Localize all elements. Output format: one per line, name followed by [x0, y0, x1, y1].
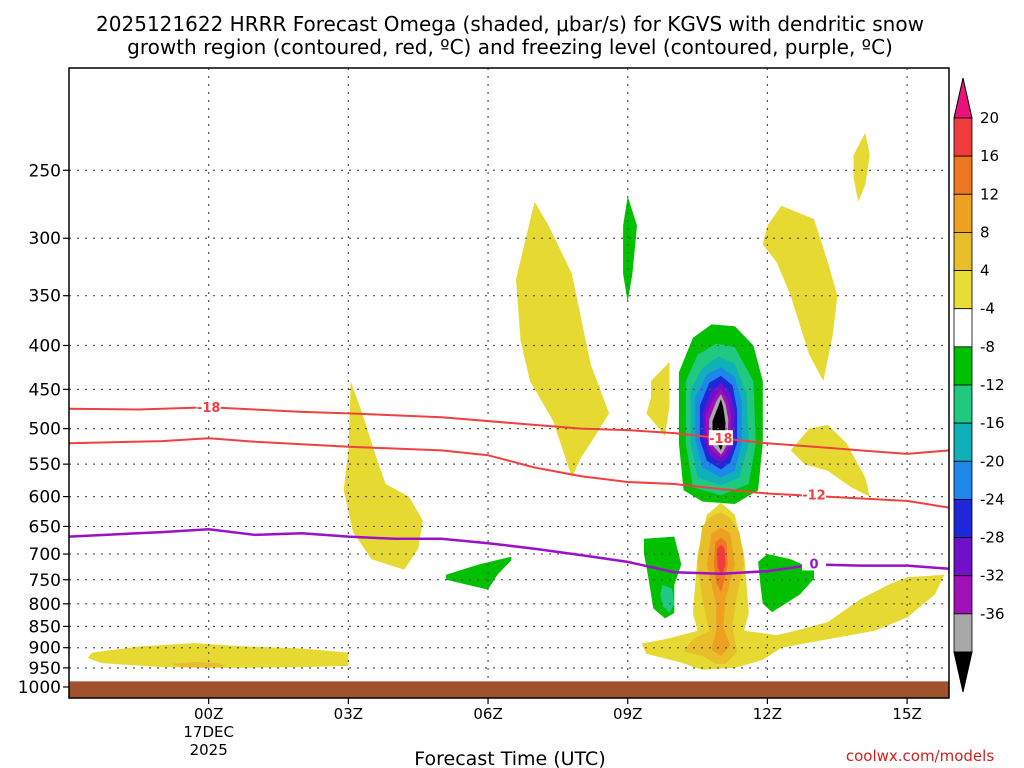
y-tick-label-250: 250: [29, 161, 61, 181]
isotherm-minus18-label-2: -18: [708, 430, 733, 447]
freezing-level-label: 0: [801, 555, 826, 573]
y-tick-label-950: 950: [29, 659, 61, 679]
y-tick-label-600: 600: [29, 488, 61, 508]
omega-rising-8-low-left: [171, 661, 228, 668]
omega-rising-4-top-right: [853, 132, 870, 202]
colorbar-swatch-5: [953, 270, 973, 310]
colorbar-label-6: -8: [980, 338, 995, 356]
colorbar-swatch-3: [953, 193, 973, 233]
omega-rising-4-0715z: [516, 201, 610, 478]
omega-sinking-4-0530z: [446, 556, 512, 590]
y-tick-label-750: 750: [29, 571, 61, 591]
colorbar-label-2: 12: [980, 185, 999, 203]
omega-rising-4-mid-03z: [343, 381, 423, 570]
omega-sinking-8-0950z: [660, 584, 675, 613]
isotherm-minus12-label-text: -12: [802, 489, 826, 504]
colorbar-label-8: -16: [980, 414, 1005, 432]
temperature-contours: -18 -18 -12 0: [68, 399, 950, 575]
isotherm-minus18-label-text: -18: [197, 401, 221, 416]
y-tick-label-300: 300: [29, 229, 61, 249]
colorbar-swatch-11: [953, 499, 973, 538]
x-axis-title: Forecast Time (UTC): [414, 748, 605, 768]
omega-sinking-4-09z-upper: [623, 196, 637, 302]
omega-rising-4-low-left: [87, 643, 349, 668]
isotherm-minus18-label-2-text: -18: [709, 432, 733, 447]
y-tick-label-350: 350: [29, 287, 61, 307]
omega-rising-4-upper-right: [762, 205, 838, 381]
terrain-ground: [69, 681, 949, 698]
x-tick-label-00Z: 00Z: [194, 705, 223, 723]
colorbar-swatch-7: [953, 346, 973, 386]
isotherm-minus18-label: -18: [196, 399, 221, 416]
colorbar-swatch-13: [953, 575, 973, 615]
chart-title-line1: 2025121622 HRRR Forecast Omega (shaded, …: [96, 12, 924, 36]
colorbar-swatch-2: [953, 155, 973, 195]
x-date-label-year: 2025: [190, 741, 228, 759]
y-tick-label-800: 800: [29, 595, 61, 615]
colorbar-label-12: -32: [980, 567, 1005, 585]
colorbar-swatch-10: [953, 460, 973, 500]
colorbar-swatch-14: [953, 613, 973, 653]
colorbar-label-10: -24: [980, 490, 1005, 508]
freezing-level-label-bg: [801, 555, 826, 571]
freezing-level-label-text: 0: [809, 558, 818, 573]
chart-title-line2: growth region (contoured, red, ºC) and f…: [127, 35, 893, 59]
y-tick-label-550: 550: [29, 455, 61, 475]
colorbar-swatch-6: [953, 308, 973, 348]
credit-text: coolwx.com/models: [846, 747, 994, 765]
colorbar-label-5: -4: [980, 300, 995, 318]
x-tick-label-15Z: 15Z: [892, 705, 921, 723]
plot-frame: [68, 67, 950, 699]
y-tick-label-700: 700: [29, 545, 61, 565]
colorbar-label-4: 4: [980, 262, 990, 280]
omega-sinking-4-1230z: [758, 554, 814, 613]
isotherm-minus18-line: [68, 406, 950, 455]
isotherm-minus18-label-2-bg: [708, 430, 733, 446]
x-tick-label-09Z: 09Z: [613, 705, 642, 723]
colorbar-label-0: 20: [980, 109, 999, 127]
y-tick-label-850: 850: [29, 617, 61, 637]
colorbar-swatch-12: [953, 537, 973, 577]
isotherm-minus12-label: -12: [801, 486, 826, 504]
colorbar-label-7: -12: [980, 376, 1005, 394]
colorbar-label-3: 8: [980, 223, 990, 241]
x-date-label-day: 17DEC: [183, 723, 234, 741]
colorbar-label-9: -20: [980, 452, 1005, 470]
terrain: [69, 681, 949, 698]
colorbar-label-1: 16: [980, 147, 999, 165]
colorbar-swatch-8: [953, 384, 973, 424]
isotherm-minus12-line: [68, 437, 950, 509]
colorbar-label-13: -36: [980, 605, 1005, 623]
isotherm-minus12-label-bg: [801, 486, 826, 502]
colorbar-swatch-1: [953, 117, 973, 157]
y-axis: 2503003504004505005506006507007508008509…: [18, 161, 69, 698]
x-tick-label-03Z: 03Z: [334, 705, 363, 723]
colorbar-bottom-arrow: [953, 651, 973, 693]
colorbar: 20 16 12 8 4 -4 -8 -12 -16 -20 -24 -28 -32 -36: [953, 77, 1005, 693]
y-tick-label-650: 650: [29, 517, 61, 537]
omega-rising-4-0940z: [646, 361, 670, 436]
x-tick-label-12Z: 12Z: [753, 705, 782, 723]
isotherm-minus18-label-bg: [196, 399, 221, 415]
y-tick-label-1000: 1000: [18, 678, 61, 698]
colorbar-label-11: -28: [980, 529, 1005, 547]
y-tick-label-500: 500: [29, 420, 61, 440]
omega-shading: [87, 132, 945, 670]
y-tick-label-400: 400: [29, 336, 61, 356]
colorbar-swatch-4: [953, 232, 973, 271]
y-tick-label-450: 450: [29, 380, 61, 400]
y-tick-label-900: 900: [29, 639, 61, 659]
colorbar-swatch-9: [953, 422, 973, 462]
omega-rising-4-1330z: [790, 424, 870, 497]
omega-rising-20-1050z: [717, 544, 726, 576]
x-tick-label-06Z: 06Z: [473, 705, 502, 723]
